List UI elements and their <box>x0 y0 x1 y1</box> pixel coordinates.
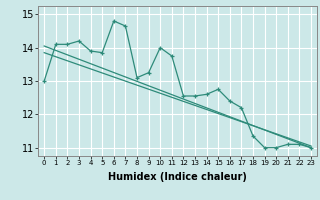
X-axis label: Humidex (Indice chaleur): Humidex (Indice chaleur) <box>108 172 247 182</box>
